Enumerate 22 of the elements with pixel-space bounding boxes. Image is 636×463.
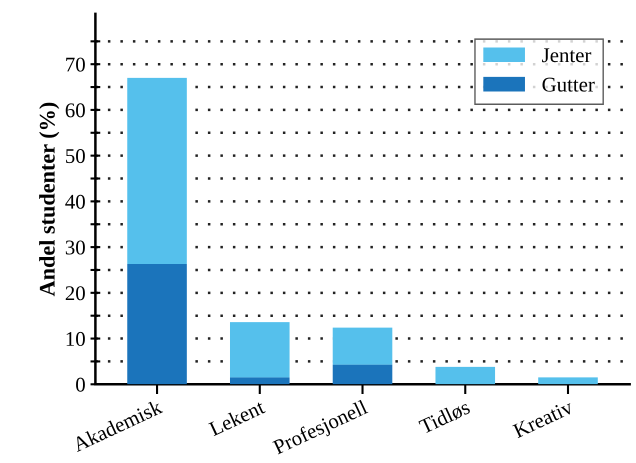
legend-label: Gutter (542, 78, 595, 92)
x-tick-label: Lekent (208, 398, 266, 436)
bar (230, 377, 290, 384)
y-tick-label: 70 (66, 58, 85, 72)
bar (127, 78, 187, 264)
y-tick-label: 10 (66, 332, 85, 346)
legend-label: Jenter (542, 48, 592, 62)
y-tick-label: 50 (66, 149, 85, 164)
y-tick-label: 0 (76, 378, 85, 392)
y-tick-label: 40 (65, 194, 85, 209)
bar (332, 328, 392, 365)
y-tick-label: 20 (66, 286, 85, 300)
bar (435, 366, 496, 384)
y-axis-title: Andel studenter (%) (39, 102, 60, 296)
bar (538, 377, 598, 384)
y-tick-label: 60 (66, 103, 85, 118)
y-tick-label: 30 (66, 240, 85, 255)
bar (230, 322, 290, 378)
x-tick-label: Kreativ (512, 399, 574, 438)
bar (127, 264, 187, 384)
bar (332, 364, 392, 384)
x-tick-label: Tidløs (418, 399, 472, 435)
